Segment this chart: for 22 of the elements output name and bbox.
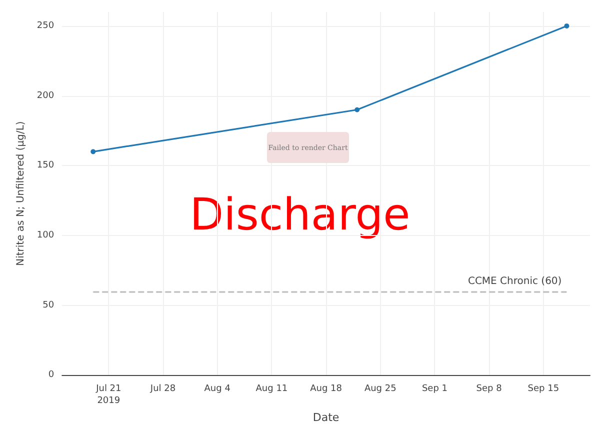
x-tick-label: Aug 4 — [204, 384, 231, 394]
y-tick-label: 200 — [36, 90, 54, 101]
x-tick-label: Aug 11 — [256, 384, 288, 394]
point — [90, 149, 96, 154]
ref-line-label: CCME Chronic (60) — [468, 276, 562, 287]
x-tick-label: Sep 15 — [528, 384, 560, 394]
x-tick-label: Sep 8 — [476, 384, 502, 394]
x-tick-label: Jul 21 2019 — [95, 384, 122, 406]
point — [354, 107, 360, 112]
y-tick-label: 150 — [36, 160, 54, 171]
y-tick-label: 0 — [48, 370, 54, 380]
y-axis-title: Nitrite as N; Unfiltered (µg/L) — [16, 121, 26, 266]
point — [564, 23, 570, 28]
x-tick-label: Aug 25 — [364, 384, 396, 394]
y-tick-label: 100 — [36, 230, 54, 240]
x-axis-title: Date — [312, 411, 340, 424]
y-tick-label: 50 — [42, 300, 54, 310]
x-tick-label: Jul 28 — [149, 384, 176, 394]
x-tick-label: Sep 1 — [422, 384, 448, 394]
y-tick-label: 250 — [36, 20, 54, 31]
annotation: Discharge — [190, 190, 410, 240]
x-tick-label: Aug 18 — [310, 384, 342, 394]
